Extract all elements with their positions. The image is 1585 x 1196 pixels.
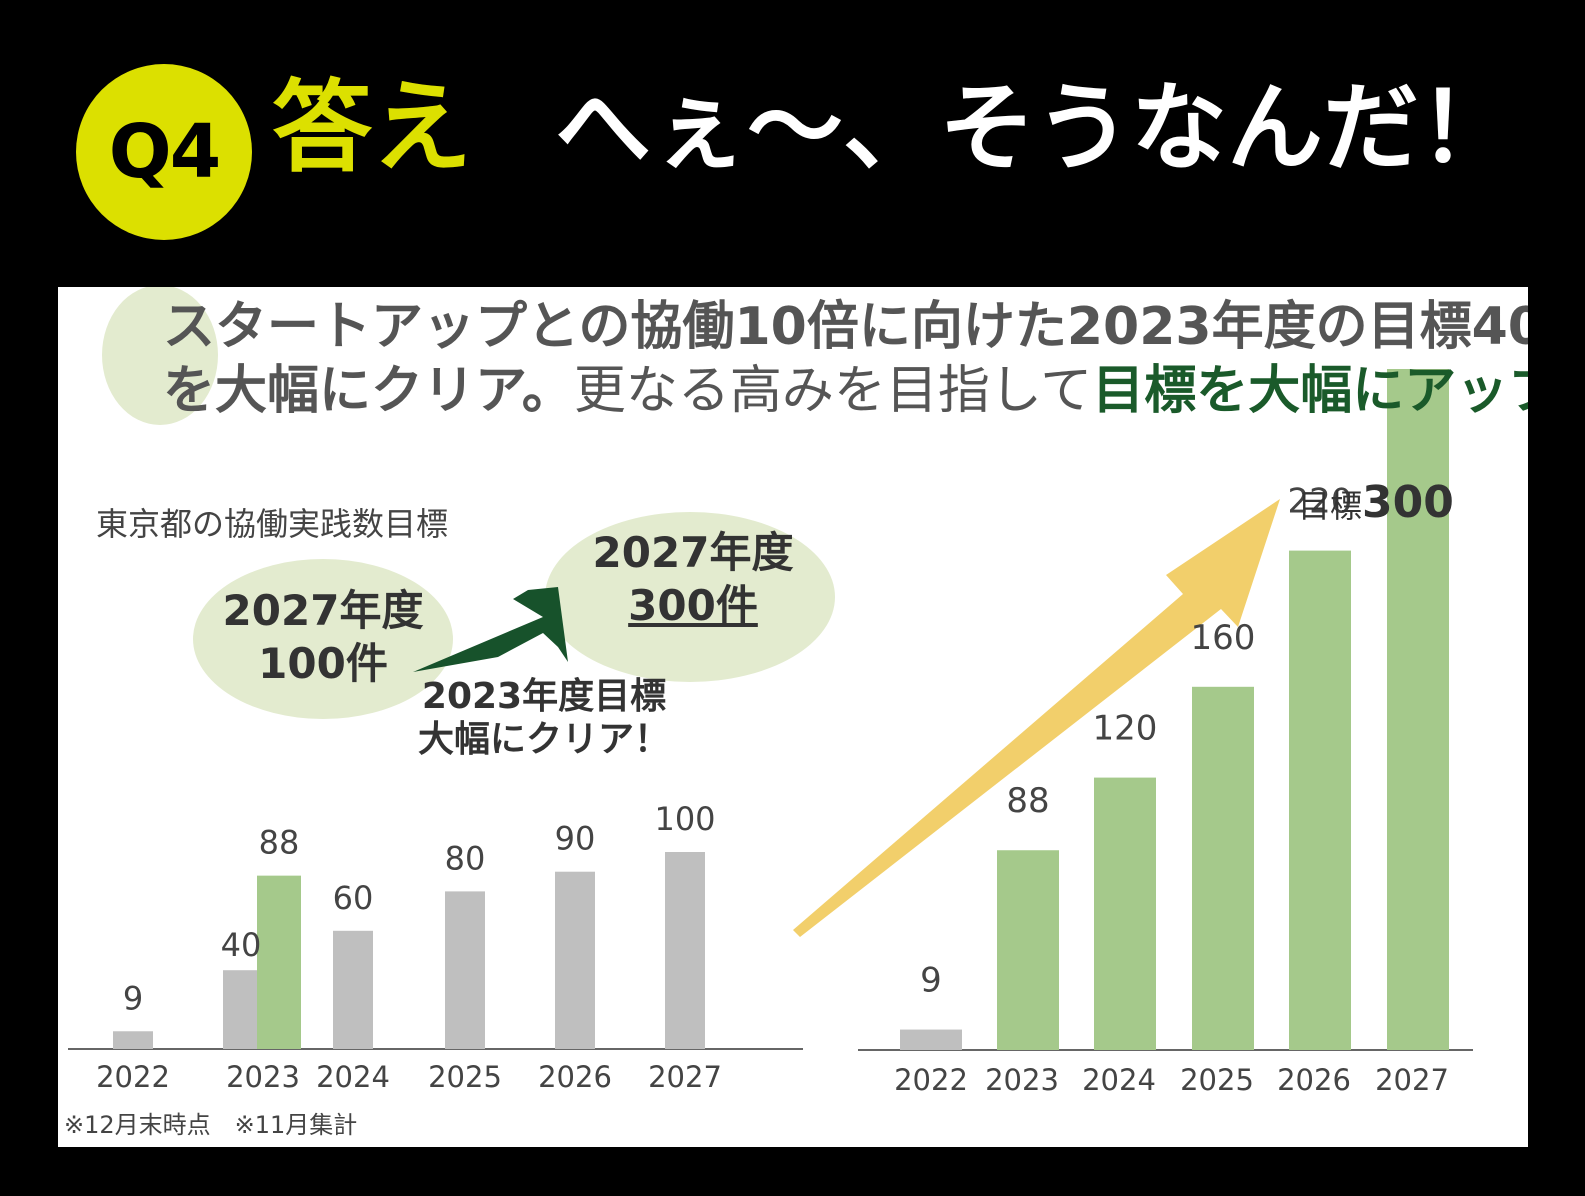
- old-target-ellipse: [193, 559, 453, 719]
- left-data-label-2022: 9: [123, 979, 143, 1017]
- goal-label: 目標300: [1298, 477, 1454, 528]
- headline-bullet-circle: [102, 287, 218, 425]
- left-bar-chart: 9 2022 88 40 2023 60 2024 80 2025 90 2026 100 2027: [96, 800, 722, 1094]
- headline-line-1: スタートアップとの協働10倍に向けた2023年度の目標40件: [163, 297, 1528, 357]
- new-target-count: 300件: [628, 580, 758, 630]
- goal-prefix: 目標: [1298, 487, 1363, 525]
- left-bar-2024: [333, 930, 373, 1049]
- right-bar-chart: 9 2022 88 2023 120 2024 160 2025 220 2026 2027: [894, 369, 1449, 1097]
- cleared-note-line-1: 2023年度目標: [421, 676, 667, 717]
- left-tick-2024: 2024: [316, 1060, 390, 1094]
- old-target-text: 2027年度 100件: [218, 585, 428, 690]
- footnote: ※12月末時点 ※11月集計: [64, 1111, 358, 1139]
- right-tick-2024: 2024: [1082, 1063, 1156, 1097]
- growth-arrow: [793, 499, 1280, 937]
- left-data-label-2024: 60: [333, 879, 374, 917]
- left-tick-2027: 2027: [648, 1060, 722, 1094]
- right-data-label-2024: 120: [1093, 709, 1158, 749]
- exclamation-heading: へぇ～、そうなんだ！: [555, 72, 1515, 184]
- old-target-year: 2027年度: [222, 586, 424, 635]
- chart-canvas: 9 2022 88 40 2023 60 2024 80 2025 90 2026 100 2027 9…: [68, 287, 1473, 1097]
- left-bar-2027: [665, 852, 705, 1049]
- answer-heading: 答え: [272, 69, 472, 186]
- left-tick-2023: 2023: [226, 1060, 300, 1094]
- right-bar-2022: [900, 1029, 962, 1050]
- right-data-label-2022: 9: [920, 961, 942, 1001]
- right-tick-2027: 2027: [1375, 1063, 1449, 1097]
- left-data-label-2023: 40: [221, 926, 262, 964]
- cleared-note-line-2: 大幅にクリア！: [418, 719, 671, 761]
- chart-subtitle: 東京都の協働実践数目標: [96, 505, 449, 543]
- right-bar-2023: [997, 850, 1059, 1050]
- headline-part-a: を大幅にクリア。: [163, 361, 574, 421]
- right-bar-2025: [1192, 686, 1254, 1050]
- right-bar-2024: [1094, 777, 1156, 1050]
- left-bar-2022: [113, 1031, 153, 1049]
- headline-part-b: 更なる高みを目指して: [573, 361, 1093, 421]
- right-data-label-2023: 88: [1006, 781, 1049, 821]
- upgrade-arrow: [413, 587, 568, 672]
- headline-line-2: を大幅にクリア。更なる高みを目指して目標を大幅にアップ: [163, 365, 1528, 417]
- new-target-text: 2027年度 300件: [588, 527, 798, 632]
- right-data-label-2026: 220: [1288, 482, 1353, 522]
- question-number: Q4: [108, 109, 221, 195]
- right-data-label-2025: 160: [1191, 618, 1256, 658]
- left-tick-2026: 2026: [538, 1060, 612, 1094]
- right-tick-2025: 2025: [1180, 1063, 1254, 1097]
- question-badge: Q4: [76, 64, 252, 240]
- right-tick-2026: 2026: [1277, 1063, 1351, 1097]
- old-target-count: 100件: [258, 638, 388, 688]
- infographic-panel: 9 2022 88 40 2023 60 2024 80 2025 90 2026 100 2027 9…: [58, 287, 1528, 1147]
- headline-part-c: 目標を大幅にアップ: [1092, 361, 1528, 421]
- left-bar-2025: [445, 891, 485, 1049]
- right-tick-2022: 2022: [894, 1063, 968, 1097]
- left-bar-2026: [555, 871, 595, 1049]
- cleared-note: 2023年度目標 大幅にクリア！: [418, 675, 670, 761]
- left-data-label-green-2023: 88: [259, 824, 300, 862]
- new-target-ellipse: [545, 512, 835, 682]
- left-tick-2022: 2022: [96, 1060, 170, 1094]
- left-data-label-2027: 100: [654, 800, 715, 838]
- new-target-year: 2027年度: [592, 528, 794, 577]
- left-bar-2023: [223, 970, 263, 1049]
- right-tick-2023: 2023: [985, 1063, 1059, 1097]
- left-bar-green-2023: [257, 875, 301, 1049]
- left-data-label-2026: 90: [555, 820, 596, 858]
- left-data-label-2025: 80: [445, 839, 486, 877]
- right-bar-2026: [1289, 550, 1351, 1050]
- goal-value: 300: [1362, 477, 1454, 528]
- left-tick-2025: 2025: [428, 1060, 502, 1094]
- right-bar-2027: [1387, 369, 1449, 1050]
